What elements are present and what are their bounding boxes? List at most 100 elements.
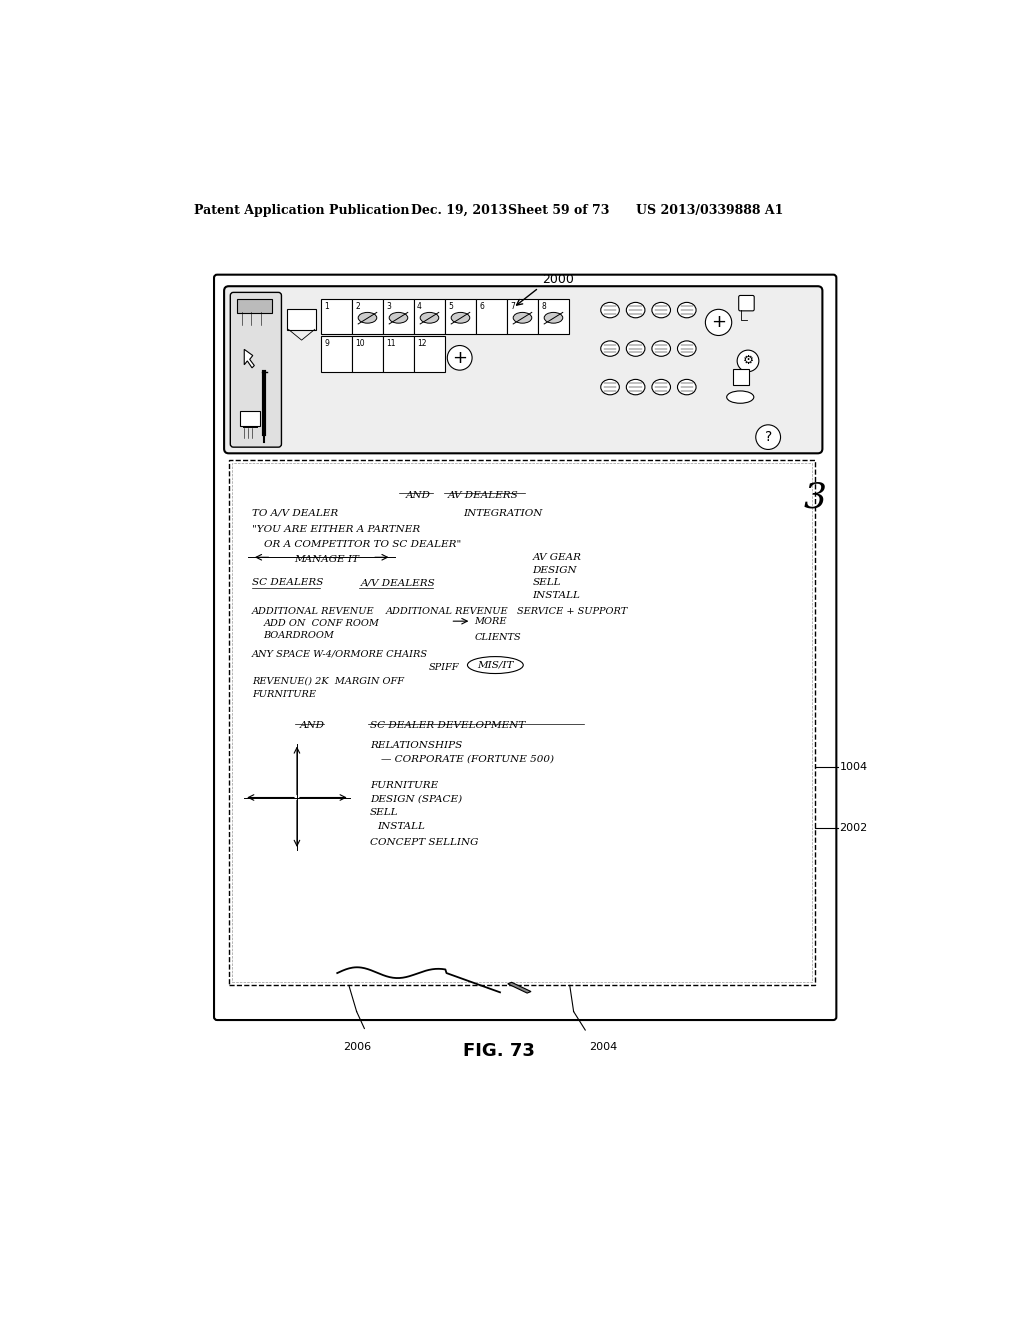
FancyBboxPatch shape (352, 298, 383, 334)
Text: 8: 8 (541, 302, 546, 310)
Text: 12: 12 (417, 339, 427, 348)
Text: SC DEALER DEVELOPMENT: SC DEALER DEVELOPMENT (370, 721, 525, 730)
Text: "YOU ARE EITHER A PARTNER: "YOU ARE EITHER A PARTNER (252, 525, 420, 533)
Text: 6: 6 (479, 302, 484, 310)
FancyBboxPatch shape (738, 296, 755, 312)
Polygon shape (245, 350, 254, 368)
FancyBboxPatch shape (214, 275, 837, 1020)
Text: US 2013/0339888 A1: US 2013/0339888 A1 (636, 205, 783, 218)
Text: OR A COMPETITOR TO SC DEALER": OR A COMPETITOR TO SC DEALER" (263, 540, 461, 549)
FancyBboxPatch shape (383, 337, 414, 372)
Text: REVENUE() 2K  MARGIN OFF: REVENUE() 2K MARGIN OFF (252, 677, 404, 685)
Circle shape (737, 350, 759, 372)
Text: 2: 2 (355, 302, 359, 310)
Ellipse shape (389, 313, 408, 323)
FancyBboxPatch shape (383, 298, 414, 334)
FancyBboxPatch shape (414, 337, 445, 372)
FancyBboxPatch shape (445, 298, 476, 334)
Text: BOARDROOM: BOARDROOM (263, 631, 335, 640)
Text: CONCEPT SELLING: CONCEPT SELLING (370, 838, 478, 846)
Text: +: + (711, 313, 726, 331)
Text: Dec. 19, 2013: Dec. 19, 2013 (411, 205, 507, 218)
Text: 2006: 2006 (343, 1043, 372, 1052)
Text: TO A/V DEALER: TO A/V DEALER (252, 508, 338, 517)
Text: FIG. 73: FIG. 73 (463, 1043, 535, 1060)
Text: 7: 7 (510, 302, 515, 310)
FancyBboxPatch shape (321, 298, 352, 334)
Text: ADDITIONAL REVENUE: ADDITIONAL REVENUE (385, 607, 508, 615)
Text: AND: AND (406, 491, 430, 500)
Text: — CORPORATE (FORTUNE 500): — CORPORATE (FORTUNE 500) (381, 755, 554, 763)
Text: ADD ON  CONF ROOM: ADD ON CONF ROOM (263, 619, 380, 628)
Text: CLIENTS: CLIENTS (474, 634, 521, 643)
Ellipse shape (652, 302, 671, 318)
Text: 2002: 2002 (840, 824, 867, 833)
Text: AV DEALERS: AV DEALERS (447, 491, 518, 500)
FancyBboxPatch shape (733, 370, 749, 385)
Ellipse shape (627, 302, 645, 318)
FancyBboxPatch shape (240, 411, 260, 426)
Text: Patent Application Publication: Patent Application Publication (194, 205, 410, 218)
FancyBboxPatch shape (352, 337, 383, 372)
Text: MANAGE IT: MANAGE IT (295, 556, 359, 564)
Ellipse shape (627, 341, 645, 356)
Text: 1: 1 (324, 302, 329, 310)
Bar (228, 461, 815, 985)
Ellipse shape (627, 379, 645, 395)
Ellipse shape (727, 391, 754, 404)
FancyBboxPatch shape (237, 300, 272, 313)
Ellipse shape (678, 341, 696, 356)
FancyBboxPatch shape (414, 298, 445, 334)
Text: 5: 5 (449, 302, 453, 310)
Text: 4: 4 (417, 302, 422, 310)
Text: DESIGN (SPACE): DESIGN (SPACE) (370, 795, 462, 804)
FancyBboxPatch shape (230, 293, 282, 447)
Ellipse shape (601, 341, 620, 356)
Ellipse shape (513, 313, 531, 323)
Text: ?: ? (765, 430, 772, 444)
Text: 3: 3 (804, 480, 826, 515)
Text: +: + (453, 348, 467, 367)
Text: 2000: 2000 (542, 273, 573, 286)
Text: DESIGN: DESIGN (532, 566, 578, 574)
Text: 9: 9 (324, 339, 329, 348)
Text: MIS/IT: MIS/IT (477, 660, 514, 669)
FancyBboxPatch shape (507, 298, 538, 334)
Text: 1004: 1004 (840, 762, 867, 772)
FancyBboxPatch shape (224, 286, 822, 453)
Text: INTEGRATION: INTEGRATION (463, 508, 542, 517)
Text: 2004: 2004 (589, 1043, 617, 1052)
Circle shape (706, 309, 732, 335)
Ellipse shape (544, 313, 563, 323)
Text: SELL: SELL (370, 808, 398, 817)
Ellipse shape (652, 341, 671, 356)
Text: 10: 10 (355, 339, 365, 348)
Text: SELL: SELL (532, 578, 561, 587)
Text: SERVICE + SUPPORT: SERVICE + SUPPORT (517, 607, 628, 615)
Text: INSTALL: INSTALL (378, 822, 425, 832)
Text: ⚙: ⚙ (742, 354, 754, 367)
Text: SC DEALERS: SC DEALERS (252, 578, 324, 587)
Text: FURNITURE: FURNITURE (252, 689, 316, 698)
Circle shape (756, 425, 780, 450)
FancyBboxPatch shape (538, 298, 569, 334)
FancyBboxPatch shape (321, 337, 352, 372)
Text: Sheet 59 of 73: Sheet 59 of 73 (508, 205, 609, 218)
Text: SPIFF: SPIFF (429, 663, 459, 672)
Polygon shape (508, 982, 531, 993)
Bar (231, 463, 812, 982)
Ellipse shape (601, 302, 620, 318)
Text: MORE: MORE (474, 616, 507, 626)
Text: AV GEAR: AV GEAR (532, 553, 582, 561)
FancyBboxPatch shape (476, 298, 507, 334)
Text: INSTALL: INSTALL (532, 591, 581, 601)
Text: FURNITURE: FURNITURE (370, 780, 438, 789)
Text: ADDITIONAL REVENUE: ADDITIONAL REVENUE (252, 607, 375, 615)
Text: A/V DEALERS: A/V DEALERS (360, 578, 435, 587)
Text: RELATIONSHIPS: RELATIONSHIPS (370, 741, 462, 750)
Circle shape (447, 346, 472, 370)
Text: ANY SPACE W-4/ORMORE CHAIRS: ANY SPACE W-4/ORMORE CHAIRS (252, 649, 428, 659)
Text: 11: 11 (386, 339, 395, 348)
Ellipse shape (678, 302, 696, 318)
Ellipse shape (652, 379, 671, 395)
